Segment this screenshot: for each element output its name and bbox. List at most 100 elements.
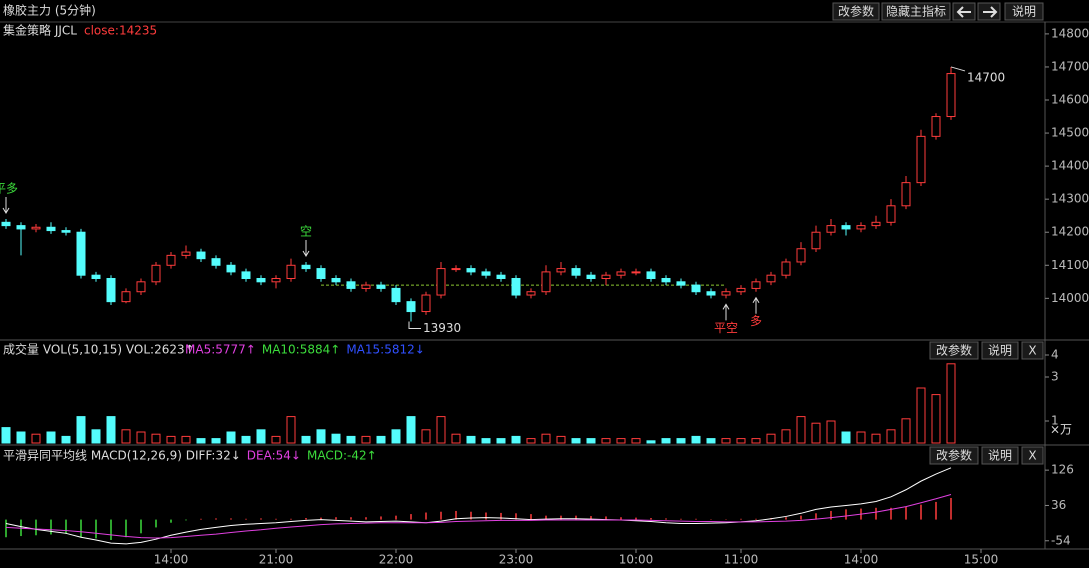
candle-body	[661, 278, 671, 283]
volume-bar	[331, 433, 341, 444]
candle-body	[466, 268, 476, 273]
volume-bar	[496, 438, 506, 444]
volume-bar	[931, 394, 941, 444]
signal-label: 平空	[714, 321, 738, 335]
candle-body	[586, 274, 596, 280]
volume-bar	[406, 416, 416, 444]
button[interactable]: 改参数	[832, 2, 880, 21]
button-frame	[1021, 446, 1044, 465]
candle-body	[946, 73, 956, 118]
y-tick-label: 3	[1051, 370, 1059, 384]
volume-bar	[661, 438, 671, 444]
volume-bar	[736, 438, 746, 444]
candle-body	[406, 301, 416, 313]
volume-bar	[1, 427, 11, 444]
y-tick-label: 36	[1051, 498, 1066, 512]
volume-bar	[391, 429, 401, 444]
x-tick-label: 23:00	[499, 553, 534, 567]
button-frame	[1004, 2, 1044, 21]
button[interactable]: 说明	[981, 341, 1019, 360]
button[interactable]: 隐藏主指标	[881, 2, 951, 21]
volume-bar	[76, 416, 86, 444]
volume-bar	[601, 438, 611, 444]
button[interactable]: 说明	[981, 446, 1019, 465]
candle-body	[781, 261, 791, 276]
volume-bar	[421, 429, 431, 444]
volume-bar	[91, 429, 101, 444]
button-label: 改参数	[936, 343, 972, 358]
volume-bar	[556, 435, 566, 444]
legend-entry: MA15:5812↓	[346, 343, 424, 357]
candle-body	[496, 274, 506, 280]
candle-body	[766, 274, 776, 283]
volume-bar	[466, 435, 476, 444]
panel-title: 成交量 VOL(5,10,15) VOL:2623↑	[3, 342, 195, 357]
candle-body	[421, 294, 431, 313]
volume-bar	[16, 431, 26, 444]
button[interactable]	[977, 2, 1001, 21]
candle-body	[31, 226, 41, 230]
candle-body	[121, 291, 131, 303]
volume-bar	[451, 433, 461, 444]
macd-line	[5, 493, 952, 539]
candle-body	[511, 278, 521, 296]
candle-body	[691, 284, 701, 293]
volume-bar	[481, 438, 491, 444]
volume-bar	[211, 438, 221, 444]
button[interactable]	[952, 2, 976, 21]
button[interactable]: 改参数	[929, 341, 979, 360]
volume-bar	[541, 433, 551, 444]
unit-label: ×万	[1050, 423, 1072, 437]
button[interactable]: X	[1021, 446, 1044, 465]
x-tick-label: 21:00	[259, 553, 294, 567]
button[interactable]: 改参数	[929, 446, 979, 465]
y-tick-label: 14100	[1051, 258, 1089, 272]
volume-bar	[781, 429, 791, 444]
candle-body	[676, 281, 686, 286]
candle-body	[211, 258, 221, 266]
panel-title: 平滑异同平均线 MACD(12,26,9) DIFF:32↓	[3, 449, 241, 463]
candle-body	[856, 225, 866, 230]
volume-bar	[376, 435, 386, 444]
annotation-leader	[950, 66, 966, 72]
volume-bar	[61, 435, 71, 444]
y-tick-label: 14300	[1051, 192, 1089, 206]
candle-body	[646, 271, 656, 280]
volume-bar	[766, 433, 776, 444]
volume-bar	[121, 429, 131, 444]
candle-body	[241, 271, 251, 280]
volume-bar	[256, 429, 266, 444]
volume-bar	[691, 435, 701, 444]
volume-bar	[271, 435, 281, 444]
arrow-icon	[956, 6, 971, 18]
volume-bar	[871, 433, 881, 444]
candle-body	[286, 264, 296, 280]
button-label: 说明	[988, 343, 1012, 358]
candle-body	[16, 225, 26, 230]
volume-bar	[196, 438, 206, 444]
y-tick-label: 14800	[1051, 26, 1089, 40]
button-frame	[929, 446, 979, 465]
button-frame	[929, 341, 979, 360]
button[interactable]: X	[1021, 341, 1044, 360]
button-frame	[981, 446, 1019, 465]
candle-body	[91, 274, 101, 280]
volume-bar	[616, 438, 626, 444]
volume-bar	[46, 431, 56, 444]
button[interactable]: 说明	[1004, 2, 1044, 21]
volume-bar	[796, 416, 806, 444]
signal-label: 空	[300, 224, 312, 238]
volume-bar	[826, 420, 836, 444]
legend-entry: MACD:-42↑	[307, 449, 377, 463]
y-tick-label: 126	[1051, 463, 1074, 477]
volume-bar	[631, 438, 641, 444]
volume-bar	[946, 363, 956, 444]
volume-bar	[841, 431, 851, 444]
candle-body	[1, 221, 11, 227]
candle-body	[76, 231, 86, 276]
candle-body	[751, 281, 761, 289]
y-tick-label: 14000	[1051, 291, 1089, 305]
x-tick-label: 14:00	[844, 553, 879, 567]
button-label: 说明	[988, 448, 1012, 463]
